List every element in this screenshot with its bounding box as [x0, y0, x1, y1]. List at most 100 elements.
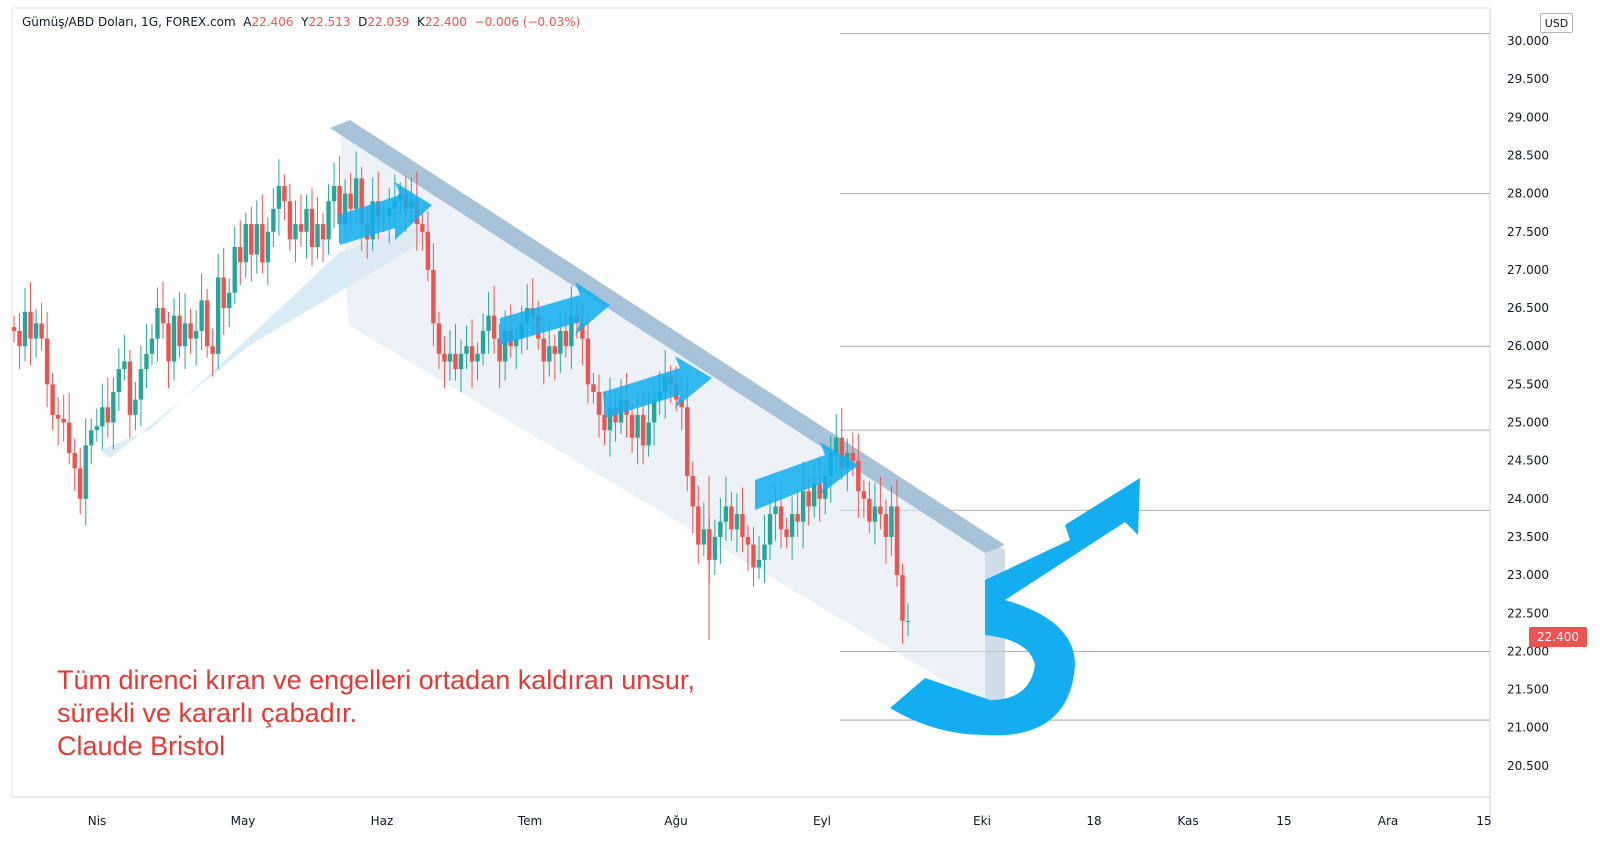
- candle-body: [83, 445, 88, 499]
- change-value: −0.006 (−0.03%): [474, 15, 581, 29]
- quote-author: Claude Bristol: [57, 731, 226, 761]
- candle-body: [315, 224, 320, 248]
- candle-body: [144, 353, 149, 370]
- time-tick-label: Ara: [1378, 814, 1399, 828]
- time-tick-label: Nis: [88, 814, 107, 828]
- price-tick-label: 29.500: [1507, 72, 1549, 86]
- price-tick-label: 22.000: [1507, 644, 1549, 658]
- high-label: Y: [301, 15, 309, 29]
- candle-body: [138, 369, 144, 400]
- channel-arrow: [755, 442, 858, 510]
- candle-body: [690, 475, 695, 507]
- candle-body: [458, 353, 464, 370]
- candle-body: [839, 437, 844, 469]
- candle-body: [464, 346, 469, 354]
- candle-body: [762, 544, 767, 560]
- candle-body: [800, 491, 806, 522]
- candle-body: [204, 300, 210, 347]
- candle-body: [260, 224, 265, 263]
- price-tick-label: 29.000: [1507, 110, 1549, 124]
- close-label: K: [417, 15, 425, 29]
- candle-body: [580, 323, 585, 339]
- candle-body: [651, 399, 657, 423]
- candle-body: [861, 491, 867, 499]
- candle-body: [563, 330, 569, 347]
- candle-body: [596, 391, 602, 415]
- candle-body: [425, 231, 431, 270]
- candle-body: [447, 353, 453, 362]
- candle-body: [701, 529, 707, 545]
- candle-body: [436, 323, 442, 354]
- candle-body: [905, 620, 911, 622]
- candle-body: [431, 269, 436, 324]
- candle-body: [282, 185, 287, 202]
- last-price-tag: 22.400: [1529, 627, 1587, 647]
- candle-body: [50, 384, 55, 415]
- candle-body: [723, 506, 729, 522]
- price-tick-label: 27.500: [1507, 225, 1549, 239]
- candle-body: [210, 346, 215, 354]
- candle-body: [133, 399, 138, 415]
- candle-body: [105, 407, 111, 423]
- candle-body: [155, 308, 160, 339]
- candle-body: [72, 453, 77, 469]
- open-value: 22.406: [251, 15, 294, 29]
- candle-body: [166, 323, 171, 362]
- candle-body: [850, 453, 856, 461]
- price-tick-label: 27.000: [1507, 263, 1549, 277]
- price-tick-label: 23.500: [1507, 530, 1549, 544]
- candle-body: [66, 422, 72, 454]
- candle-body: [359, 178, 364, 225]
- price-tick-label: 26.500: [1507, 301, 1549, 315]
- candle-body: [287, 201, 293, 240]
- candle-body: [342, 193, 348, 225]
- currency-button[interactable]: USD: [1540, 13, 1573, 33]
- candle-body: [696, 506, 701, 545]
- candle-body: [348, 193, 353, 209]
- candle-body: [585, 338, 591, 385]
- quote-line-1: Tüm direnci kıran ve engelleri ortadan k…: [57, 665, 695, 695]
- low-value: 22.039: [367, 15, 410, 29]
- candle-body: [353, 178, 359, 209]
- candle-body: [28, 311, 33, 339]
- candle-body: [111, 391, 116, 423]
- candle-body: [872, 506, 878, 522]
- candle-body: [491, 315, 497, 339]
- candle-body: [480, 330, 486, 354]
- candle-body: [193, 330, 199, 339]
- candle-body: [199, 300, 204, 331]
- candle-body: [806, 491, 811, 507]
- candle-body: [640, 414, 646, 446]
- candle-body: [122, 361, 127, 370]
- candle-body: [718, 521, 723, 537]
- price-tick-label: 20.500: [1507, 759, 1549, 773]
- price-tick-label: 25.000: [1507, 416, 1549, 430]
- symbol-legend: Gümüş/ABD Doları, 1G, FOREX.com A22.406 …: [22, 15, 580, 29]
- candle-body: [569, 315, 574, 347]
- candle-body: [182, 323, 188, 347]
- candle-body: [552, 346, 558, 354]
- candle-body: [502, 330, 508, 362]
- candle-body: [541, 338, 546, 362]
- candle-body: [89, 430, 94, 446]
- low-label: D: [358, 15, 368, 29]
- candle-body: [756, 559, 762, 568]
- price-tick-label: 21.500: [1507, 683, 1549, 697]
- candle-body: [44, 338, 50, 385]
- symbol-name: Gümüş/ABD Doları, 1G, FOREX.com: [22, 15, 236, 29]
- candle-body: [894, 506, 900, 576]
- candle-body: [767, 514, 773, 545]
- candle-body: [271, 208, 276, 232]
- price-tick-label: 30.000: [1507, 34, 1549, 48]
- time-tick-label: Eki: [973, 814, 991, 828]
- candle-body: [635, 414, 640, 438]
- candle-body: [238, 247, 243, 263]
- candle-body: [254, 224, 260, 255]
- curved-arrow: [890, 478, 1140, 736]
- price-tick-label: 24.500: [1507, 454, 1549, 468]
- candle-body: [331, 185, 337, 202]
- candle-body: [784, 529, 789, 537]
- candle-body: [420, 224, 425, 232]
